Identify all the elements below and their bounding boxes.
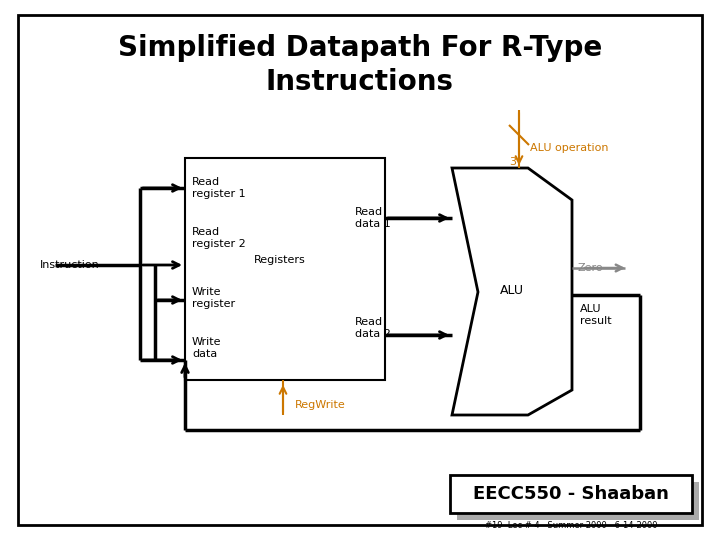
Text: Instruction: Instruction [40,260,100,270]
Text: EECC550 - Shaaban: EECC550 - Shaaban [473,485,669,503]
Text: Instructions: Instructions [266,68,454,96]
Bar [185,158,385,380]
Text: #19  Lec # 4   Summer 2000   6-14-2000: #19 Lec # 4 Summer 2000 6-14-2000 [485,521,657,530]
Text: Read
data 1: Read data 1 [355,207,391,229]
Bar [457,482,699,520]
Text: Read
register 1: Read register 1 [192,177,246,199]
Bar [450,475,692,513]
Text: Registers: Registers [254,255,306,265]
Text: Write
register: Write register [192,287,235,309]
Text: ALU
result: ALU result [580,304,611,326]
Text: Read
data 2: Read data 2 [355,317,391,339]
Polygon shape [452,168,572,415]
Text: Write
data: Write data [192,337,222,359]
Text: Read
register 2: Read register 2 [192,227,246,249]
Text: Simplified Datapath For R-Type: Simplified Datapath For R-Type [118,34,602,62]
Text: ALU operation: ALU operation [530,143,608,153]
Text: Zero: Zero [578,263,603,273]
Text: 3: 3 [509,157,516,167]
Text: RegWrite: RegWrite [295,400,346,410]
Text: ALU: ALU [500,284,524,296]
